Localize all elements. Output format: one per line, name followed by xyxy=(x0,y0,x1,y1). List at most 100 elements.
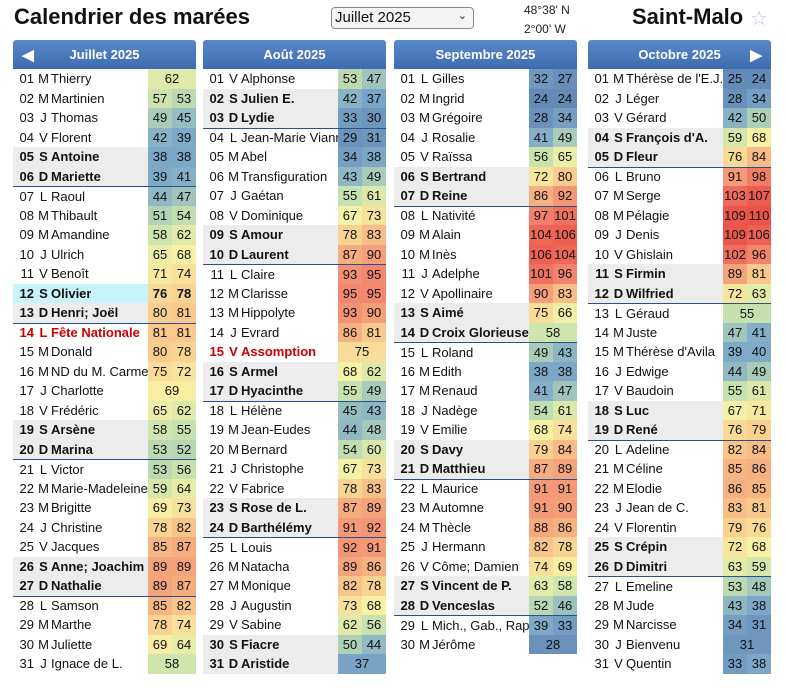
day-row[interactable]: 05 V Raïssa 56 65 xyxy=(394,147,577,167)
day-row[interactable]: 08 M Pélagie 109 110 xyxy=(588,205,771,225)
day-row[interactable]: 19 S Arsène 58 55 xyxy=(13,420,196,440)
day-row[interactable]: 24 J Christine 78 82 xyxy=(13,517,196,537)
day-row[interactable]: 29 M Narcisse 34 31 xyxy=(588,615,771,635)
day-row[interactable]: 23 J Jean de C. 83 81 xyxy=(588,498,771,518)
day-row[interactable]: 05 M Abel 34 38 xyxy=(203,147,386,167)
day-row[interactable]: 30 S Fiacre 50 44 xyxy=(203,634,386,654)
day-row[interactable]: 14 D Croix Glorieuse 58 xyxy=(394,322,577,342)
day-row[interactable]: 31 D Aristide 37 xyxy=(203,654,386,674)
day-row[interactable]: 21 J Christophe 67 73 xyxy=(203,459,386,479)
day-row[interactable]: 22 L Maurice 91 91 xyxy=(394,478,577,498)
day-row[interactable]: 10 D Laurent 87 90 xyxy=(203,244,386,264)
day-row[interactable]: 04 S François d'A. 59 68 xyxy=(588,127,771,147)
day-row[interactable]: 03 D Lydie 33 30 xyxy=(203,108,386,128)
day-row[interactable]: 27 L Emeline 53 48 xyxy=(588,576,771,596)
day-row[interactable]: 21 L Victor 53 56 xyxy=(13,459,196,479)
day-row[interactable]: 09 S Amour 78 83 xyxy=(203,225,386,245)
day-row[interactable]: 27 D Nathalie 89 87 xyxy=(13,576,196,596)
day-row[interactable]: 18 S Luc 67 71 xyxy=(588,400,771,420)
day-row[interactable]: 28 L Samson 85 82 xyxy=(13,595,196,615)
next-month-icon[interactable]: ▶ xyxy=(750,46,762,64)
day-row[interactable]: 23 M Automne 91 90 xyxy=(394,498,577,518)
day-row[interactable]: 01 M Thierry 62 xyxy=(13,69,196,89)
day-row[interactable]: 03 V Gérard 42 50 xyxy=(588,108,771,128)
day-row[interactable]: 17 J Charlotte 69 xyxy=(13,381,196,401)
day-row[interactable]: 26 V Côme; Damien 74 69 xyxy=(394,556,577,576)
day-row[interactable]: 13 M Hippolyte 93 90 xyxy=(203,303,386,323)
day-row[interactable]: 22 M Marie-Madeleine 59 64 xyxy=(13,478,196,498)
day-row[interactable]: 26 M Natacha 89 86 xyxy=(203,556,386,576)
day-row[interactable]: 07 M Serge 103 107 xyxy=(588,186,771,206)
day-row[interactable]: 17 D Hyacinthe 55 49 xyxy=(203,381,386,401)
day-row[interactable]: 25 J Hermann 82 78 xyxy=(394,537,577,557)
day-row[interactable]: 21 D Matthieu 87 89 xyxy=(394,459,577,479)
day-row[interactable]: 18 V Frédéric 65 62 xyxy=(13,400,196,420)
day-row[interactable]: 09 J Denis 109 106 xyxy=(588,225,771,245)
day-row[interactable]: 02 S Julien E. 42 37 xyxy=(203,88,386,108)
day-row[interactable]: 28 J Augustin 73 68 xyxy=(203,595,386,615)
day-row[interactable]: 20 D Marina 53 52 xyxy=(13,439,196,459)
day-row[interactable]: 01 L Gilles 32 27 xyxy=(394,69,577,89)
day-row[interactable]: 30 M Juliette 69 64 xyxy=(13,634,196,654)
day-row[interactable]: 14 M Juste 47 41 xyxy=(588,322,771,342)
day-row[interactable]: 31 J Ignace de L. 58 xyxy=(13,654,196,674)
month-select[interactable]: Juillet 2025 ⌄ xyxy=(331,7,474,29)
day-row[interactable]: 08 L Nativité 97 101 xyxy=(394,205,577,225)
day-row[interactable]: 05 D Fleur 76 84 xyxy=(588,147,771,167)
day-row[interactable]: 06 M Transfiguration 43 49 xyxy=(203,166,386,186)
day-row[interactable]: 27 M Monique 82 78 xyxy=(203,576,386,596)
day-row[interactable]: 15 M Donald 80 78 xyxy=(13,342,196,362)
day-row[interactable]: 10 M Inès 106 104 xyxy=(394,244,577,264)
day-row[interactable]: 09 M Alain 104 106 xyxy=(394,225,577,245)
day-row[interactable]: 02 M Martinien 57 53 xyxy=(13,88,196,108)
day-row[interactable]: 07 J Gaétan 55 61 xyxy=(203,186,386,206)
day-row[interactable]: 28 D Venceslas 52 46 xyxy=(394,595,577,615)
day-row[interactable]: 12 D Wilfried 72 63 xyxy=(588,283,771,303)
day-row[interactable]: 26 S Anne; Joachim 89 89 xyxy=(13,556,196,576)
day-row[interactable]: 18 L Hélène 45 43 xyxy=(203,400,386,420)
day-row[interactable]: 29 M Marthe 78 74 xyxy=(13,615,196,635)
day-row[interactable]: 05 S Antoine 38 38 xyxy=(13,147,196,167)
day-row[interactable]: 22 M Elodie 86 85 xyxy=(588,478,771,498)
day-row[interactable]: 19 V Emilie 68 74 xyxy=(394,420,577,440)
day-row[interactable]: 03 J Thomas 49 45 xyxy=(13,108,196,128)
day-row[interactable]: 16 M ND du M. Carmel 75 72 xyxy=(13,361,196,381)
day-row[interactable]: 01 M Thérèse de l'E.J. 25 24 xyxy=(588,69,771,89)
day-row[interactable]: 20 L Adeline 82 84 xyxy=(588,439,771,459)
day-row[interactable]: 15 M Thérèse d'Avila 39 40 xyxy=(588,342,771,362)
day-row[interactable]: 24 D Barthélémy 91 92 xyxy=(203,517,386,537)
previous-month-icon[interactable]: ◀ xyxy=(22,46,34,64)
day-row[interactable]: 19 D René 76 79 xyxy=(588,420,771,440)
day-row[interactable]: 07 D Reine 86 92 xyxy=(394,186,577,206)
day-row[interactable]: 11 S Firmin 89 81 xyxy=(588,264,771,284)
day-row[interactable]: 02 J Léger 28 34 xyxy=(588,88,771,108)
day-row[interactable]: 23 M Brigitte 69 73 xyxy=(13,498,196,518)
day-row[interactable]: 13 D Henri; Joël 80 81 xyxy=(13,303,196,323)
day-row[interactable]: 26 D Dimitri 63 59 xyxy=(588,556,771,576)
day-row[interactable]: 10 V Ghislain 102 96 xyxy=(588,244,771,264)
day-row[interactable]: 06 S Bertrand 72 80 xyxy=(394,166,577,186)
favorite-star-icon[interactable]: ☆ xyxy=(750,8,768,30)
day-row[interactable]: 29 V Sabine 62 56 xyxy=(203,615,386,635)
day-row[interactable]: 27 S Vincent de P. 63 58 xyxy=(394,576,577,596)
day-row[interactable]: 06 L Bruno 91 98 xyxy=(588,166,771,186)
day-row[interactable]: 15 L Roland 49 43 xyxy=(394,342,577,362)
day-row[interactable]: 08 M Thibault 51 54 xyxy=(13,205,196,225)
day-row[interactable]: 18 J Nadège 54 61 xyxy=(394,400,577,420)
day-row[interactable]: 30 M Jérôme 28 xyxy=(394,634,577,654)
day-row[interactable]: 23 S Rose de L. 87 89 xyxy=(203,498,386,518)
day-row[interactable]: 17 M Renaud 41 47 xyxy=(394,381,577,401)
day-row[interactable]: 11 J Adelphe 101 96 xyxy=(394,264,577,284)
day-row[interactable]: 13 L Géraud 55 xyxy=(588,303,771,323)
day-row[interactable]: 16 S Armel 68 62 xyxy=(203,361,386,381)
day-row[interactable]: 03 M Grégoire 28 34 xyxy=(394,108,577,128)
day-row[interactable]: 07 L Raoul 44 47 xyxy=(13,186,196,206)
day-row[interactable]: 01 V Alphonse 53 47 xyxy=(203,69,386,89)
day-row[interactable]: 20 S Davy 79 84 xyxy=(394,439,577,459)
day-row[interactable]: 30 J Bienvenu 31 xyxy=(588,634,771,654)
day-row[interactable]: 24 V Florentin 79 76 xyxy=(588,517,771,537)
day-row[interactable]: 25 S Crépin 72 68 xyxy=(588,537,771,557)
day-row[interactable]: 12 V Apollinaire 90 83 xyxy=(394,283,577,303)
